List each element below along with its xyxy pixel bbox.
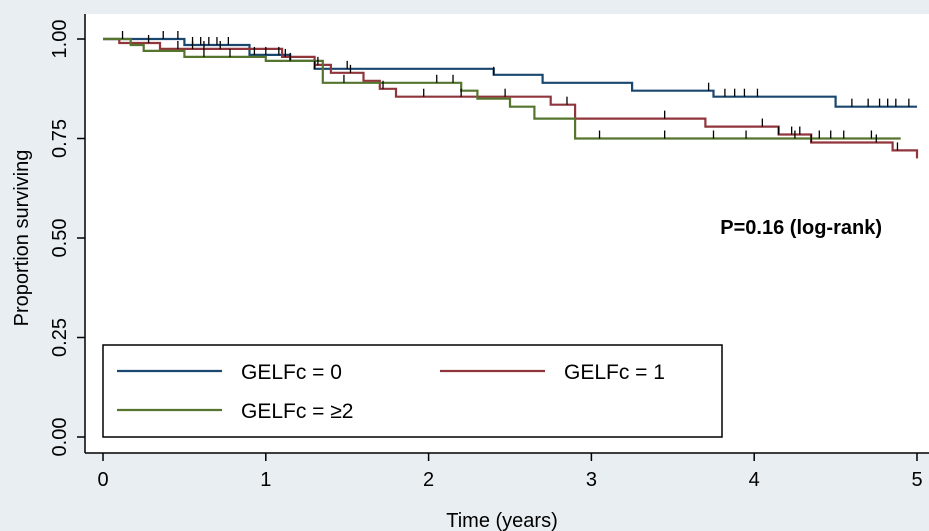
x-tick-label: 3: [586, 469, 597, 491]
y-tick-label: 0.75: [49, 119, 71, 158]
y-tick-label: 0.25: [49, 318, 71, 357]
y-axis-title: Proportion surviving: [11, 150, 33, 327]
y-tick-label: 0.00: [49, 418, 71, 457]
legend-label: GELFc = ≥2: [241, 400, 354, 423]
pvalue-annotation: P=0.16 (log-rank): [720, 217, 882, 239]
x-axis-title: Time (years): [446, 510, 557, 531]
legend-label: GELFc = 1: [564, 361, 665, 384]
series-line-2: [103, 37, 901, 140]
legend-box: [102, 344, 723, 438]
x-tick-label: 1: [260, 469, 271, 491]
x-tick-label: 0: [97, 469, 108, 491]
x-tick-label: 5: [911, 469, 922, 491]
legend: GELFc = 0 GELFc = 1 GELFc = ≥2: [102, 344, 723, 438]
y-tick-label: 1.00: [49, 20, 71, 59]
x-tick-label: 4: [749, 469, 760, 491]
x-tick-label: 2: [423, 469, 434, 491]
y-tick-label: 0.50: [49, 219, 71, 258]
legend-label: GELFc = 0: [241, 361, 342, 384]
